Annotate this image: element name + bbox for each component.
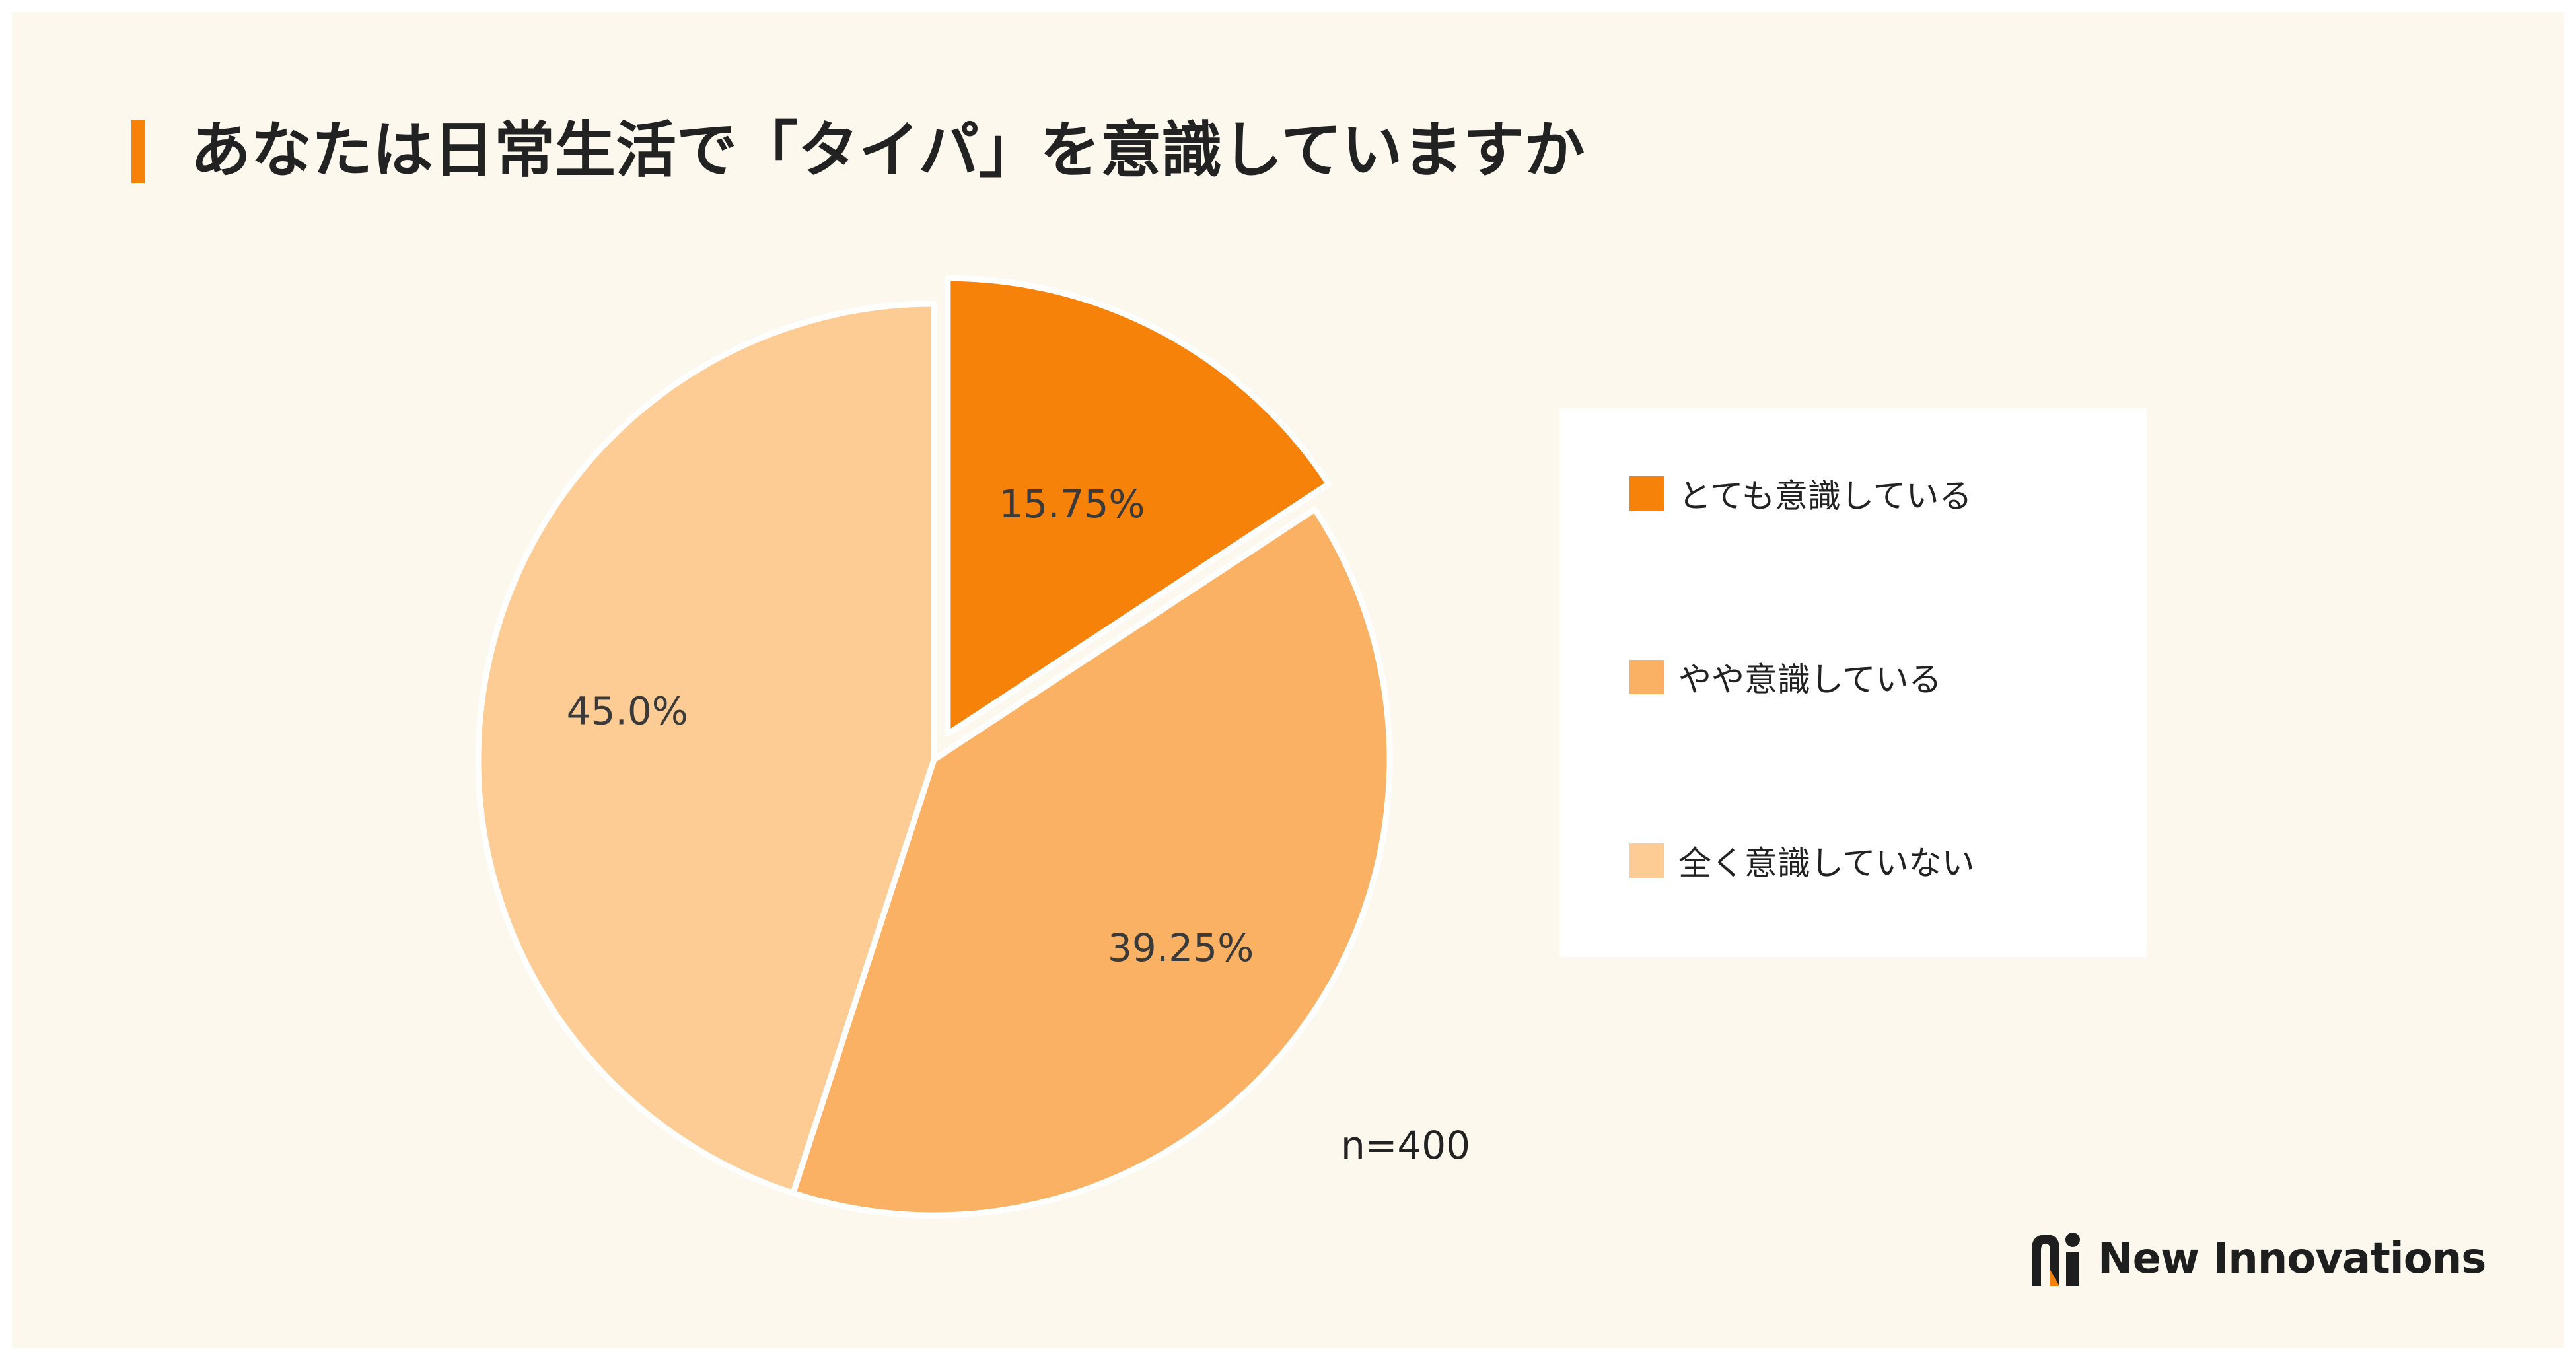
data-label-2: 39.25% xyxy=(1108,925,1254,970)
data-label-3: 45.0% xyxy=(567,688,688,733)
legend-label-3: 全く意識していない xyxy=(1678,844,1975,882)
pie-slice-3 xyxy=(475,301,937,1196)
new-innovations-logo-icon xyxy=(2032,1233,2080,1286)
legend: とても意識している やや意識している 全く意識していない xyxy=(1559,408,2147,957)
legend-label-1: とても意識している xyxy=(1678,477,1972,515)
legend-swatch-1 xyxy=(1629,476,1664,511)
legend-label-2: やや意識している xyxy=(1678,661,1942,699)
legend-item-2: やや意識している xyxy=(1629,657,1942,699)
chart-title: あなたは日常生活で「タイパ」を意識していますか xyxy=(190,115,1585,186)
pie-slice-2 xyxy=(790,506,1393,1219)
pie-slice-1 xyxy=(945,275,1332,737)
legend-item-1: とても意識している xyxy=(1629,474,1972,515)
sample-size-label: n=400 xyxy=(1341,1123,1471,1168)
title-accent-bar xyxy=(131,120,145,183)
brand-logo: New Innovations xyxy=(2029,1226,2486,1292)
legend-item-3: 全く意識していない xyxy=(1629,841,1975,882)
legend-swatch-2 xyxy=(1629,660,1664,694)
data-label-1: 15.75% xyxy=(999,482,1145,526)
legend-swatch-3 xyxy=(1629,843,1664,878)
logo-text: New Innovations xyxy=(2098,1235,2486,1283)
